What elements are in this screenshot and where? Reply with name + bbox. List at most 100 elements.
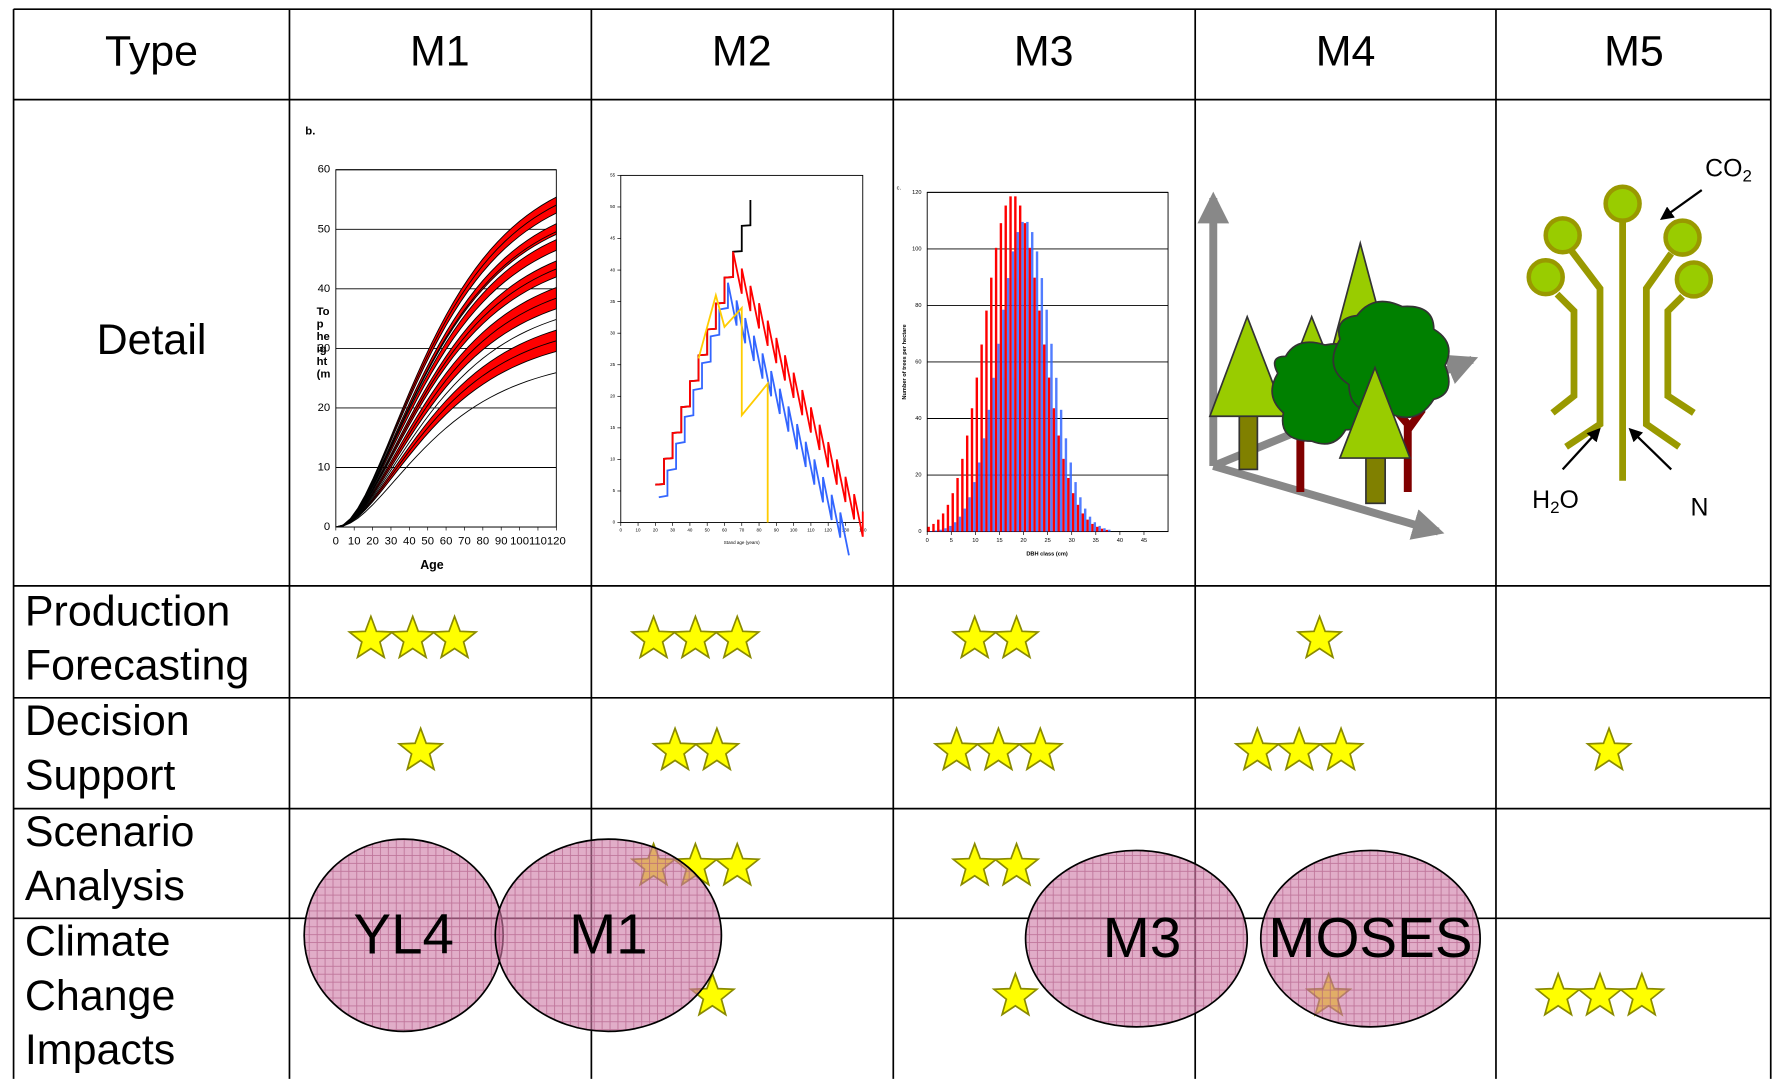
flux-label: CO2 <box>1705 154 1752 186</box>
hist-bar <box>1091 523 1094 532</box>
y-tick-label: 25 <box>610 362 616 367</box>
hist-bar <box>1059 409 1063 532</box>
rating-star <box>713 841 762 887</box>
x-tick-label: 20 <box>366 536 379 548</box>
model-overlay <box>1259 849 1481 1028</box>
hist-bar <box>1081 513 1084 532</box>
rating-star <box>396 725 445 772</box>
y-axis-label: p <box>317 319 324 331</box>
hist-bar <box>1021 221 1024 532</box>
y-tick-label: 60 <box>318 164 331 176</box>
hist-bar <box>1033 277 1036 532</box>
label-part: 2 <box>1550 498 1559 517</box>
y-tick-label: 60 <box>915 359 921 365</box>
x-tick-label: 50 <box>421 536 434 548</box>
hist-bar <box>1028 247 1032 532</box>
hist-bar <box>939 529 942 532</box>
hist-bar <box>1096 526 1099 532</box>
y-axis-label: ig <box>317 344 327 356</box>
rating-star <box>651 725 699 772</box>
rating-star <box>932 725 981 772</box>
row-label: Change <box>25 972 175 1020</box>
x-axis-label: Age <box>420 558 444 572</box>
panel-label: b. <box>305 125 315 137</box>
y-axis-label: Number of trees per hectare <box>902 324 908 399</box>
header-cell: M4 <box>1316 28 1376 76</box>
label-part: 2 <box>1742 167 1751 186</box>
hist-bar <box>1018 205 1022 532</box>
y-tick-label: 55 <box>610 173 616 178</box>
rating-star <box>347 613 395 660</box>
x-axis-label: DBH class (cm) <box>1026 552 1068 558</box>
x-tick-label: 120 <box>547 536 566 548</box>
hist-bar <box>1064 438 1068 532</box>
row-label: Detail <box>97 316 207 364</box>
hist-bar <box>1079 497 1082 532</box>
hist-bar <box>1067 477 1070 532</box>
hist-bar <box>1093 522 1097 532</box>
y-tick-label: 40 <box>610 267 616 272</box>
hist-bar <box>987 409 991 532</box>
hist-bar <box>985 310 988 532</box>
row-label: Forecasting <box>25 642 249 690</box>
curve <box>335 231 557 528</box>
rating-star <box>1618 971 1666 1017</box>
hist-bar <box>1047 377 1051 532</box>
overlay-label: MOSES <box>1268 906 1472 969</box>
row-label: Scenario <box>25 808 195 856</box>
curve <box>335 204 557 528</box>
hist-bar <box>1069 462 1072 532</box>
flux-label: N <box>1690 494 1708 522</box>
overlay-label: YL4 <box>353 903 454 966</box>
stand-line <box>658 282 850 556</box>
hist-bar <box>927 526 930 532</box>
x-tick-label: 70 <box>458 536 471 548</box>
y-tick-label: 50 <box>318 223 331 235</box>
hist-bar <box>975 377 979 532</box>
header-cell: M3 <box>1014 28 1074 76</box>
row-label: Support <box>25 751 176 799</box>
hist-bar <box>953 522 957 532</box>
x-tick-label: 30 <box>1069 538 1075 544</box>
hist-bar <box>1014 196 1017 532</box>
hist-bar <box>1009 196 1012 532</box>
hist-bar <box>956 477 959 532</box>
hist-bar <box>1098 525 1101 532</box>
x-tick-label: 80 <box>757 528 763 533</box>
x-tick-label: 10 <box>348 536 361 548</box>
hist-bar <box>937 519 940 532</box>
rating-star <box>992 613 1041 660</box>
x-tick-label: 90 <box>774 528 780 533</box>
hist-bar <box>1026 221 1029 532</box>
rating-star <box>430 613 479 660</box>
rating-star <box>1576 971 1624 1017</box>
hist-bar <box>934 530 938 532</box>
curve-band <box>335 286 557 528</box>
rating-star <box>992 841 1041 887</box>
y-axis-label: ht <box>317 356 328 368</box>
y-tick-label: 30 <box>610 330 616 335</box>
hist-bar <box>973 482 976 532</box>
rating-star <box>1585 725 1633 772</box>
x-tick-label: 15 <box>996 538 1002 544</box>
hist-bar <box>978 462 981 532</box>
label-part: O <box>1560 486 1579 514</box>
y-axis-label: To <box>317 306 330 318</box>
hist-bar <box>1006 278 1010 532</box>
curve-band <box>335 196 557 528</box>
hist-bar <box>1035 251 1039 532</box>
y-axis-label: he <box>317 331 330 343</box>
hist-bar <box>1108 529 1111 532</box>
hist-bar <box>999 223 1003 532</box>
y-tick-label: 50 <box>610 204 616 209</box>
y-tick-label: 10 <box>610 457 616 462</box>
rating-star <box>1016 725 1065 772</box>
y-tick-label: 15 <box>610 425 616 430</box>
x-tick-label: 60 <box>722 528 728 533</box>
y-tick-label: 40 <box>915 416 921 422</box>
row-label: Production <box>25 587 230 635</box>
curve-band <box>335 222 557 528</box>
hist-bar <box>994 247 998 532</box>
hist-bar <box>1076 504 1080 532</box>
